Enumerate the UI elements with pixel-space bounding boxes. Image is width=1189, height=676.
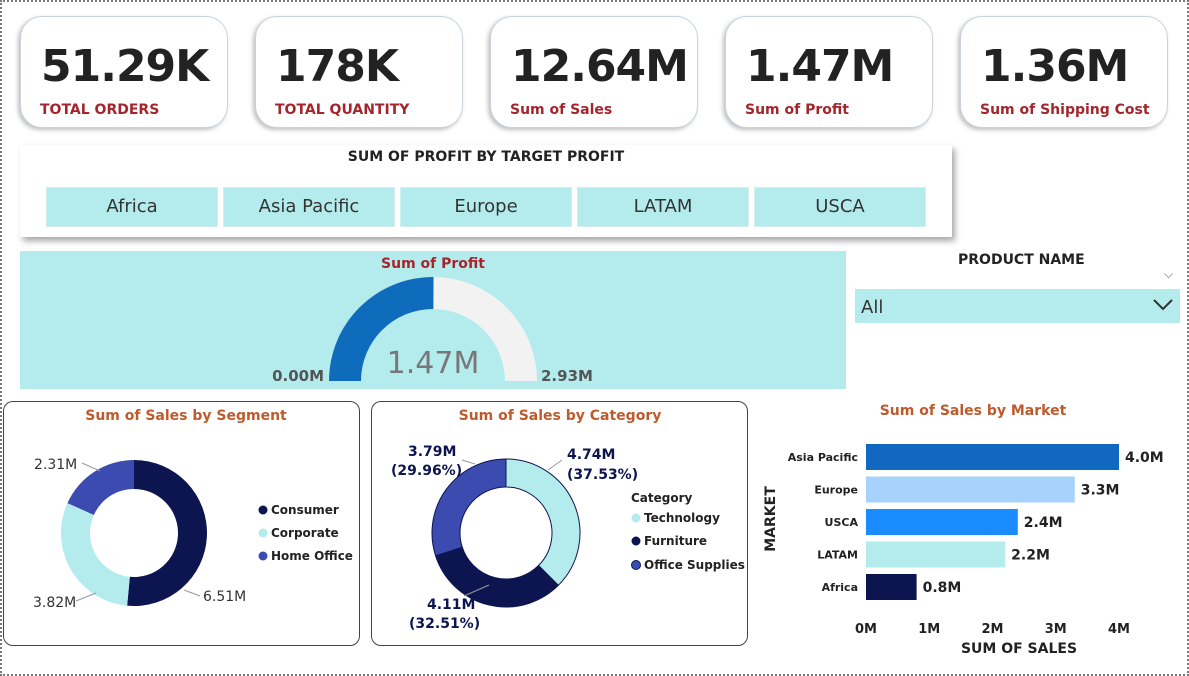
x-tick-label: 0M xyxy=(855,622,877,637)
segment-data-label: 2.31M xyxy=(34,457,77,473)
kpi-value: 1.47M xyxy=(746,41,894,92)
leader-line xyxy=(463,584,490,597)
category-tick-label: USCA xyxy=(825,516,859,529)
kpi-label: Sum of Profit xyxy=(745,102,849,118)
legend-marker-office-supplies xyxy=(631,560,641,570)
gauge-title: Sum of Profit xyxy=(381,256,485,272)
segment-chart-title: Sum of Sales by Segment xyxy=(85,408,287,424)
kpi-card-sum-of-sales[interactable]: 12.64M Sum of Sales xyxy=(490,16,698,128)
slicer-tile-usca[interactable]: USCA xyxy=(754,187,926,227)
legend-item-corporate[interactable]: Corporate xyxy=(271,526,339,540)
legend-item-office-supplies[interactable]: Office Supplies xyxy=(644,558,745,572)
category-tick-label: Africa xyxy=(822,581,858,594)
market-chart-title: Sum of Sales by Market xyxy=(880,403,1067,419)
kpi-label: Sum of Shipping Cost xyxy=(980,102,1150,118)
chevron-down-icon xyxy=(1153,299,1173,311)
legend-marker-technology xyxy=(631,513,641,523)
bar-latam[interactable] xyxy=(866,541,1006,568)
bar-europe[interactable] xyxy=(866,476,1075,503)
x-tick-label: 4M xyxy=(1108,622,1130,637)
category-slice-technology[interactable] xyxy=(505,458,581,587)
leader-line xyxy=(75,592,97,602)
product-name-dropdown[interactable]: All xyxy=(855,289,1180,323)
dropdown-selected-value: All xyxy=(861,297,884,318)
category-slice-office-supplies[interactable] xyxy=(431,458,507,557)
category-data-percent: (29.96%) xyxy=(391,463,462,479)
leader-line xyxy=(183,589,201,597)
slicer-tile-asia-pacific[interactable]: Asia Pacific xyxy=(223,187,395,227)
sales-by-category-chart: Sum of Sales by Category 4.74M (37.53%) … xyxy=(391,408,745,632)
bar-usca[interactable] xyxy=(866,509,1018,535)
category-data-label: 4.74M xyxy=(567,447,615,463)
slicer-tile-africa[interactable]: Africa xyxy=(46,187,218,227)
legend-marker-consumer xyxy=(258,505,268,515)
bar-data-label: 2.2M xyxy=(1011,548,1050,564)
legend-item-technology[interactable]: Technology xyxy=(644,511,720,525)
slicer-title: SUM OF PROFIT BY TARGET PROFIT xyxy=(347,149,625,165)
kpi-label: TOTAL ORDERS xyxy=(40,102,160,118)
profit-gauge-chart: Sum of Profit 1.47M 0.00M 2.93M xyxy=(272,256,593,385)
x-tick-label: 2M xyxy=(982,622,1004,637)
leader-line xyxy=(547,459,563,471)
segment-data-label: 3.82M xyxy=(33,595,76,611)
bar-data-label: 0.8M xyxy=(923,580,962,596)
category-slice-furniture[interactable] xyxy=(434,546,560,608)
gauge-max-label: 2.93M xyxy=(541,367,593,385)
kpi-card-total-orders[interactable]: 51.29K TOTAL ORDERS xyxy=(20,16,228,128)
gauge-min-label: 0.00M xyxy=(272,367,324,385)
x-tick-label: 1M xyxy=(918,622,940,637)
profit-gauge-panel: Sum of Profit 1.47M 0.00M 2.93M xyxy=(20,251,846,389)
category-legend-title: Category xyxy=(631,491,693,505)
kpi-label: Sum of Sales xyxy=(510,102,613,118)
category-data-label: 4.11M xyxy=(427,597,475,613)
legend-marker-home-office xyxy=(258,551,268,561)
market-y-axis-label: MARKET xyxy=(763,486,779,552)
kpi-card-sum-of-shipping-cost[interactable]: 1.36M Sum of Shipping Cost xyxy=(960,16,1168,128)
legend-marker-furniture xyxy=(631,536,641,546)
sales-by-segment-panel: Sum of Sales by Segment 2.31M 3.82M 6.51… xyxy=(3,401,360,646)
category-data-label: 3.79M xyxy=(408,444,456,460)
category-data-percent: (32.51%) xyxy=(409,616,480,632)
segment-slice-consumer[interactable] xyxy=(127,460,208,606)
bar-africa[interactable] xyxy=(866,574,917,600)
category-tick-label: LATAM xyxy=(817,549,858,562)
x-tick-label: 3M xyxy=(1045,622,1067,637)
legend-item-home-office[interactable]: Home Office xyxy=(271,549,353,563)
segment-slice-home-office[interactable] xyxy=(67,460,134,515)
sales-by-segment-chart: Sum of Sales by Segment 2.31M 3.82M 6.51… xyxy=(33,408,353,611)
kpi-value: 1.36M xyxy=(981,41,1129,92)
gauge-value-arc[interactable] xyxy=(329,277,434,381)
bar-data-label: 2.4M xyxy=(1024,515,1063,531)
chevron-down-icon[interactable]: ⌵ xyxy=(1164,267,1174,281)
bar-data-label: 4.0M xyxy=(1125,450,1164,466)
kpi-card-total-quantity[interactable]: 178K TOTAL QUANTITY xyxy=(255,16,463,128)
segment-data-label: 6.51M xyxy=(203,589,246,605)
segment-slice-corporate[interactable] xyxy=(61,503,130,606)
category-chart-title: Sum of Sales by Category xyxy=(459,408,662,424)
category-tick-label: Asia Pacific xyxy=(788,451,858,464)
kpi-label: TOTAL QUANTITY xyxy=(275,102,410,118)
kpi-card-sum-of-profit[interactable]: 1.47M Sum of Profit xyxy=(725,16,933,128)
sales-by-market-chart: Sum of Sales by Market MARKET SUM OF SAL… xyxy=(763,403,1164,657)
category-data-percent: (37.53%) xyxy=(567,467,638,483)
product-filter-title: PRODUCT NAME xyxy=(958,252,1085,268)
sales-by-category-panel: Sum of Sales by Category 4.74M (37.53%) … xyxy=(371,401,748,646)
legend-item-furniture[interactable]: Furniture xyxy=(644,534,707,548)
legend-marker-corporate xyxy=(258,528,268,538)
slicer-tile-latam[interactable]: LATAM xyxy=(577,187,749,227)
market-x-axis-label: SUM OF SALES xyxy=(961,641,1077,657)
legend-item-consumer[interactable]: Consumer xyxy=(271,503,339,517)
leader-line xyxy=(81,462,101,472)
leader-line xyxy=(461,459,476,465)
slicer-tile-europe[interactable]: Europe xyxy=(400,187,572,227)
gauge-value-label: 1.47M xyxy=(387,346,480,381)
kpi-value: 178K xyxy=(276,41,399,92)
kpi-value: 12.64M xyxy=(511,41,689,92)
bar-asia-pacific[interactable] xyxy=(866,444,1119,470)
bar-data-label: 3.3M xyxy=(1081,483,1120,499)
target-profit-slicer: SUM OF PROFIT BY TARGET PROFIT Africa As… xyxy=(20,145,952,237)
kpi-value: 51.29K xyxy=(41,41,209,92)
category-tick-label: Europe xyxy=(814,484,858,497)
